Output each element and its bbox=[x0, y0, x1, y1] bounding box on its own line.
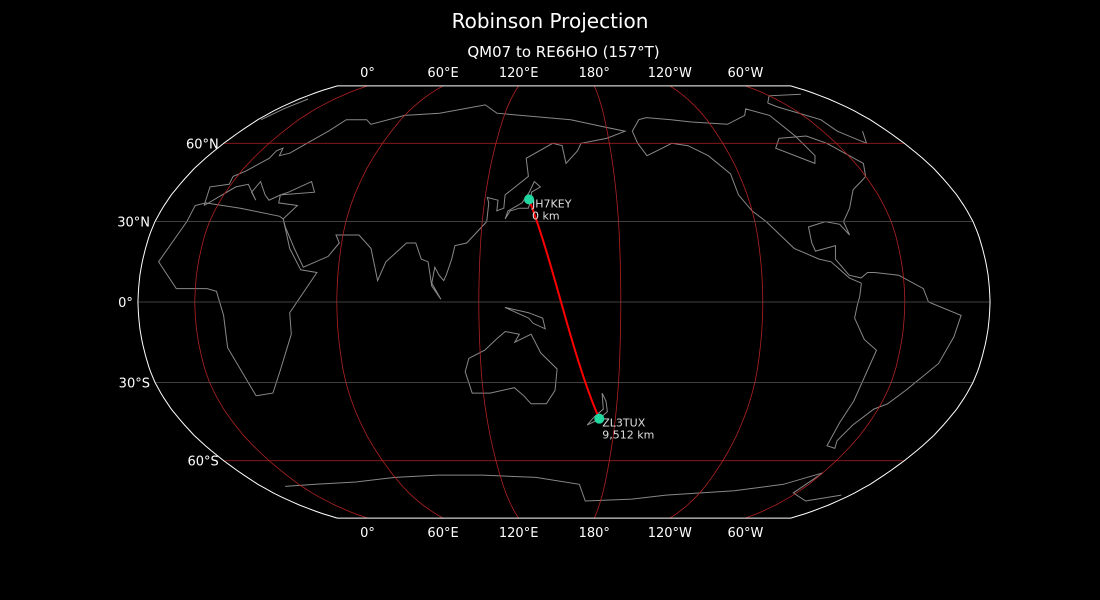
longitude-label-top: 180° bbox=[579, 66, 610, 81]
longitude-label-top: 120°E bbox=[499, 66, 539, 81]
coastline bbox=[504, 306, 546, 330]
station-marker[interactable] bbox=[594, 413, 605, 424]
coastline bbox=[586, 392, 608, 426]
station-distance: 9,512 km bbox=[602, 429, 654, 442]
coastline bbox=[631, 108, 962, 449]
coastline bbox=[285, 472, 842, 502]
longitude-label-bottom: 120°E bbox=[499, 526, 539, 541]
longitude-label-top: 120°W bbox=[648, 66, 692, 81]
latitude-label: 30°N bbox=[117, 216, 150, 231]
latitude-label: 0° bbox=[118, 296, 133, 311]
longitude-label-bottom: 0° bbox=[360, 526, 375, 541]
coastlines bbox=[157, 93, 962, 502]
coastline bbox=[157, 202, 318, 397]
great-circle-route bbox=[528, 199, 601, 420]
map-subtitle: QM07 to RE66HO (157°T) bbox=[467, 43, 660, 61]
map-title: Robinson Projection bbox=[451, 9, 649, 33]
station-callsign: JH7KEY bbox=[531, 197, 572, 210]
coastline bbox=[504, 180, 542, 220]
station-marker[interactable] bbox=[524, 194, 535, 205]
longitude-label-top: 60°W bbox=[727, 66, 763, 81]
longitude-label-bottom: 60°E bbox=[427, 526, 458, 541]
latitude-label: 30°S bbox=[119, 376, 150, 391]
longitude-label-bottom: 180° bbox=[579, 526, 610, 541]
coastline bbox=[203, 104, 627, 300]
route-path bbox=[528, 199, 601, 420]
longitude-label-top: 60°E bbox=[427, 66, 458, 81]
map-boundary bbox=[137, 85, 991, 519]
latitude-label: 60°S bbox=[187, 455, 218, 470]
station-distance: 0 km bbox=[532, 209, 560, 222]
station-callsign: ZL3TUX bbox=[602, 417, 645, 430]
longitude-label-bottom: 60°W bbox=[727, 526, 763, 541]
longitude-label-bottom: 120°W bbox=[648, 526, 692, 541]
graticule-labels: 0° 0° 60°E 60°E 120°E 120°E 180° 180° 120°W 120°W… bbox=[117, 66, 763, 541]
latitude-label: 60°N bbox=[186, 137, 219, 152]
coastline bbox=[464, 331, 558, 405]
graticule bbox=[137, 85, 991, 519]
longitude-label-top: 0° bbox=[360, 66, 375, 81]
